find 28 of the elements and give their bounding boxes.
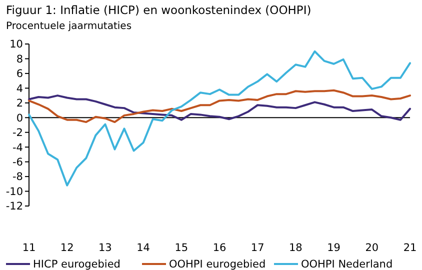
legend-label: OOHPI eurogebied (169, 258, 266, 270)
y-tick-label: 8 (16, 53, 23, 66)
legend-label: HICP eurogebied (33, 258, 120, 270)
y-tick-label: -4 (12, 142, 24, 154)
y-tick-label: 4 (16, 82, 24, 95)
y-tick-label: 10 (10, 38, 23, 51)
y-tick-label: -6 (12, 156, 24, 168)
y-tick-label: -12 (6, 200, 23, 213)
chart-subtitle: Procentuele jaarmutaties (6, 21, 132, 32)
y-tick-label: 6 (16, 68, 24, 80)
x-tick-label: 16 (212, 242, 226, 254)
x-tick-label: 15 (174, 242, 188, 254)
chart-title: Figuur 1: Inflatie (HICP) en woonkostenindex (OOHPI) (6, 3, 312, 17)
x-tick-label: 11 (22, 242, 36, 254)
y-tick-label: -2 (12, 127, 23, 140)
y-tick-label: -10 (6, 186, 23, 198)
x-tick-label: 20 (365, 242, 379, 254)
x-tick-label: 17 (250, 242, 264, 254)
x-tick-label: 19 (327, 242, 340, 254)
x-tick-label: 21 (403, 242, 417, 254)
legend-label: OOHPI Nederland (301, 258, 393, 270)
x-tick-label: 18 (289, 242, 302, 254)
x-tick-label: 12 (60, 242, 74, 254)
y-tick-label: 0 (16, 112, 23, 124)
y-tick-label: -8 (12, 171, 23, 184)
x-tick-label: 14 (136, 242, 150, 254)
x-tick-label: 13 (98, 242, 112, 254)
y-tick-label: 2 (16, 98, 23, 110)
